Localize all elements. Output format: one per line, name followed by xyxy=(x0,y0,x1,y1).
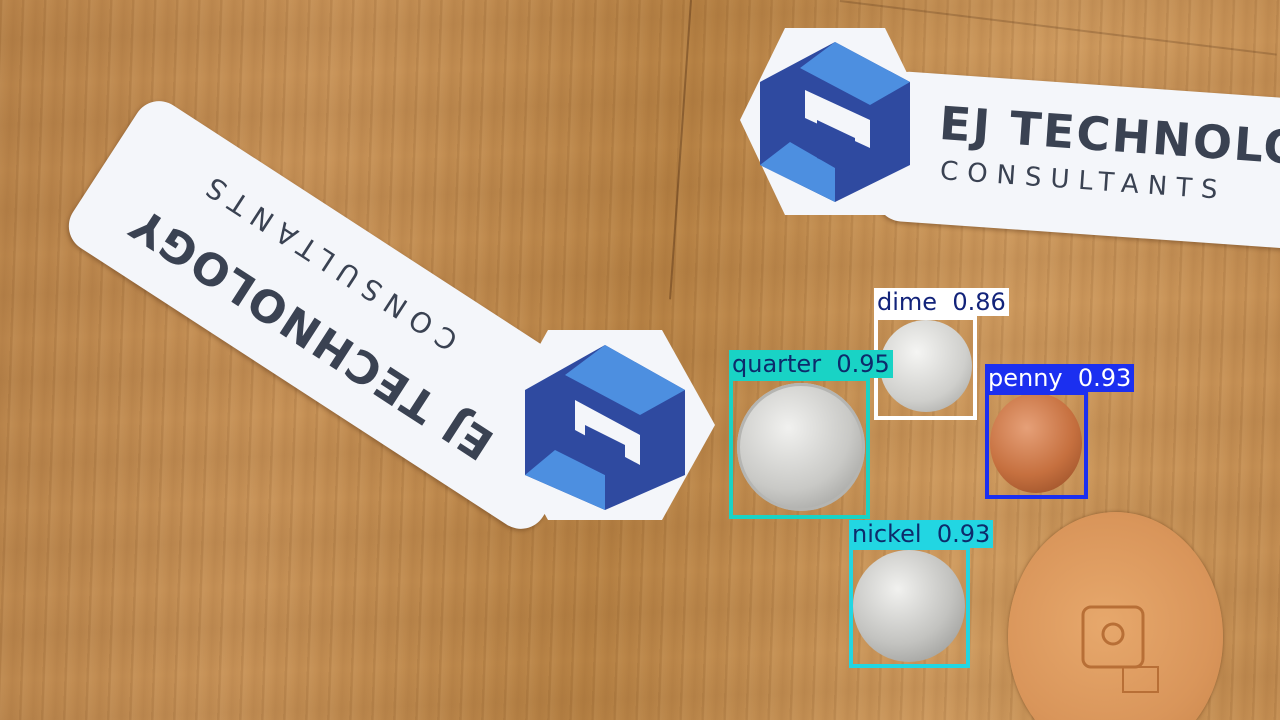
logo-sticker-left: EJ TECHNOLOGY CONSULTANTS xyxy=(40,80,730,539)
penny-coin xyxy=(990,393,1082,493)
detection-class: penny xyxy=(988,364,1063,392)
quarter-coin xyxy=(737,383,865,511)
logo-sticker-right: EJ TECHNOLO CONSULTANTS xyxy=(735,20,1280,256)
nickel-coin xyxy=(853,550,965,662)
coaster xyxy=(1008,512,1223,720)
detection-score: 0.95 xyxy=(836,350,890,378)
hexagon-logo-icon xyxy=(740,28,930,215)
detection-box-penny xyxy=(985,391,1088,499)
detection-box-quarter xyxy=(729,377,870,519)
detection-box-nickel xyxy=(849,546,970,668)
chip-icon xyxy=(1081,605,1159,693)
detection-score: 0.93 xyxy=(936,520,991,548)
detection-label-penny: penny 0.93 xyxy=(985,364,1135,392)
sticker-band: EJ TECHNOLO CONSULTANTS xyxy=(874,70,1280,256)
detection-score: 0.86 xyxy=(952,288,1006,316)
dime-coin xyxy=(880,320,972,412)
detection-class: nickel xyxy=(852,520,922,548)
detection-score: 0.93 xyxy=(1077,364,1132,392)
detection-class: quarter xyxy=(732,350,822,378)
detection-label-quarter: quarter 0.95 xyxy=(729,350,893,378)
hexagon-logo-icon xyxy=(495,330,715,520)
detection-class: dime xyxy=(877,288,938,316)
detection-label-nickel: nickel 0.93 xyxy=(849,520,994,548)
detection-label-dime: dime 0.86 xyxy=(874,288,1009,316)
